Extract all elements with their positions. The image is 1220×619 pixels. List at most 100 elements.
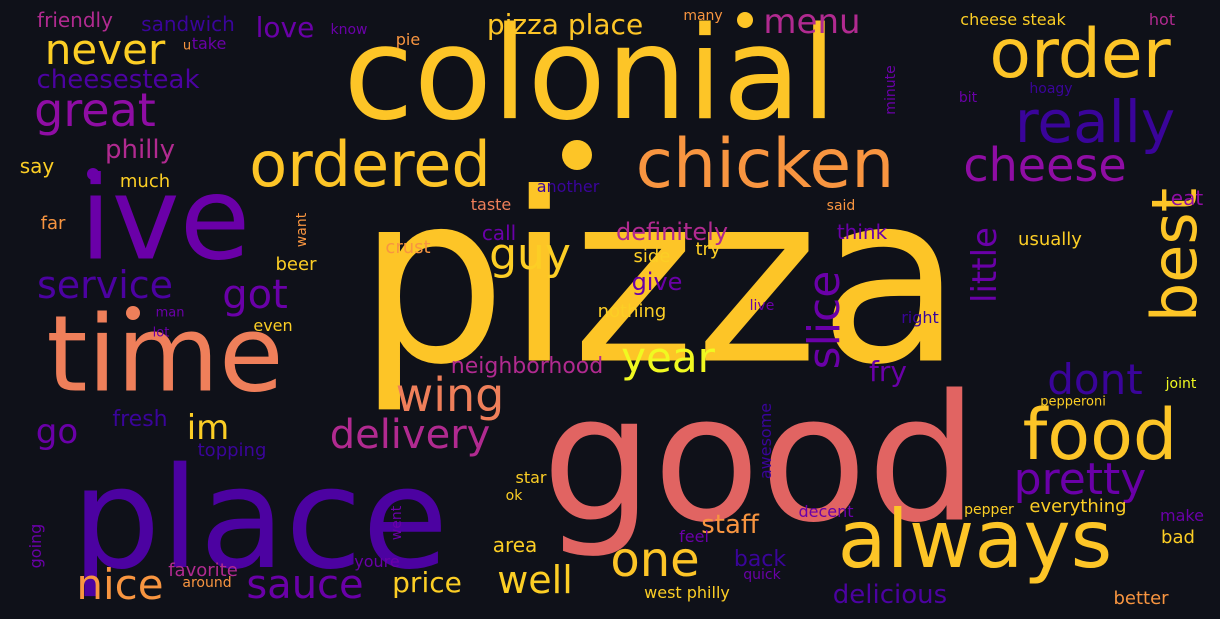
word-im: im xyxy=(186,408,230,448)
word-sandwich: sandwich xyxy=(141,12,235,36)
word-youre: youre xyxy=(354,552,400,571)
word-ok: ok xyxy=(505,488,523,504)
word-one: one xyxy=(610,532,700,588)
word-beer: beer xyxy=(275,254,317,275)
word-topping: topping xyxy=(197,440,267,461)
word-nothing: nothing xyxy=(597,301,667,322)
word-live: live xyxy=(749,298,775,314)
word-slice: slice xyxy=(799,270,850,370)
dot-glyph xyxy=(562,140,592,170)
word-lot: lot xyxy=(152,325,170,341)
word-food: food xyxy=(1022,394,1178,476)
word-take: take xyxy=(191,34,227,53)
word-fry: fry xyxy=(869,355,907,388)
word-never: never xyxy=(44,25,166,74)
word-bit: bit xyxy=(958,90,978,106)
word-hoagy: hoagy xyxy=(1029,81,1073,97)
word-man: man xyxy=(155,305,185,321)
word-colonial: colonial xyxy=(343,0,837,149)
word-better: better xyxy=(1113,588,1169,609)
word-make: make xyxy=(1160,506,1204,525)
word-many: many xyxy=(683,8,723,24)
dot-glyph xyxy=(87,168,99,180)
word-cheese-steak: cheese steak xyxy=(960,10,1066,29)
word-call: call xyxy=(481,221,517,245)
word-eat: eat xyxy=(1170,186,1204,210)
word-going: going xyxy=(26,523,45,569)
word-said: said xyxy=(826,198,856,214)
word-usually: usually xyxy=(1018,229,1082,250)
word-pepperoni: pepperoni xyxy=(1040,394,1106,410)
word-menu: menu xyxy=(763,2,861,42)
word-say: say xyxy=(19,154,55,178)
word-guy: guy xyxy=(489,229,571,280)
word-awesome: awesome xyxy=(756,402,775,480)
word-friendly: friendly xyxy=(37,8,113,32)
word-place: place xyxy=(71,438,449,601)
word-go: go xyxy=(35,412,79,452)
word-taste: taste xyxy=(470,195,512,214)
word-far: far xyxy=(40,213,66,234)
word-always: always xyxy=(837,493,1113,586)
word-much: much xyxy=(119,171,171,192)
word-pie: pie xyxy=(395,30,421,49)
word-favorite: favorite xyxy=(168,560,238,581)
word-ive: ive xyxy=(79,152,251,287)
word-great: great xyxy=(34,83,156,137)
dot-glyph xyxy=(737,12,753,28)
word-neighborhood: neighborhood xyxy=(450,354,604,379)
word-even: even xyxy=(253,316,293,335)
word-price: price xyxy=(392,566,462,599)
word-hot: hot xyxy=(1148,10,1176,29)
word-sauce: sauce xyxy=(246,562,364,608)
word-quick: quick xyxy=(743,567,781,583)
word-area: area xyxy=(492,533,538,557)
word-try: try xyxy=(695,239,721,260)
word-know: know xyxy=(330,22,368,38)
word-think: think xyxy=(836,220,888,244)
word-chicken: chicken xyxy=(635,125,895,204)
word-little: little xyxy=(965,227,1005,303)
word-decent: decent xyxy=(798,502,854,521)
word-another: another xyxy=(536,177,600,196)
word-west-philly: west philly xyxy=(644,583,730,602)
word-pepper: pepper xyxy=(964,502,1014,518)
word-ordered: ordered xyxy=(249,128,491,201)
word-really: really xyxy=(1014,88,1176,156)
word-right: right xyxy=(901,308,939,327)
word-staff: staff xyxy=(701,510,759,540)
word-feel: feel xyxy=(679,527,709,546)
word-order: order xyxy=(989,15,1171,94)
word-everything: everything xyxy=(1029,496,1127,517)
word-fresh: fresh xyxy=(112,407,168,432)
word-minute: minute xyxy=(883,65,899,115)
dot-glyph xyxy=(126,306,140,320)
word-good: good xyxy=(541,358,979,562)
word-give: give xyxy=(631,268,683,296)
word-pretty: pretty xyxy=(1013,454,1147,505)
word-want: want xyxy=(294,212,310,248)
word-cheese: cheese xyxy=(963,138,1127,192)
word-joint: joint xyxy=(1165,376,1197,392)
word-cheesesteak: cheesesteak xyxy=(36,65,200,95)
word-well: well xyxy=(497,558,573,602)
word-love: love xyxy=(255,11,315,44)
word-crust: crust xyxy=(385,237,431,258)
word-definitely: definitely xyxy=(615,218,729,246)
word-year: year xyxy=(621,333,715,382)
word-nice: nice xyxy=(76,560,164,609)
word-went: went xyxy=(389,505,405,541)
word-star: star xyxy=(515,468,547,487)
word-philly: philly xyxy=(104,135,176,165)
word-u: u xyxy=(182,38,192,54)
word-side: side xyxy=(633,246,671,267)
word-pizza: pizza xyxy=(357,143,963,417)
word-around: around xyxy=(182,575,232,591)
word-got: got xyxy=(222,272,288,318)
word-delicious: delicious xyxy=(832,580,948,610)
word-pizza-place: pizza place xyxy=(486,8,644,41)
word-wing: wing xyxy=(395,368,505,422)
word-dont: dont xyxy=(1047,355,1143,404)
word-delivery: delivery xyxy=(329,412,491,458)
